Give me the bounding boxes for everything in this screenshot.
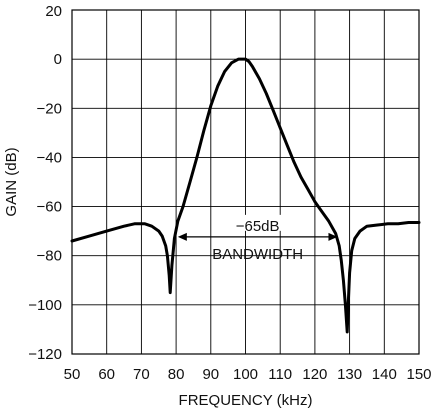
x-tick-labels: 50 60 70 80 90 100 110 120 130 140 150 (64, 366, 432, 383)
x-tick-label: 70 (133, 366, 150, 383)
x-axis-title: FREQUENCY (kHz) (179, 392, 313, 409)
y-tick-label: 0 (54, 51, 62, 68)
arrow-right-icon (328, 232, 338, 241)
arrow-left-icon (177, 232, 187, 241)
y-tick-label: −120 (28, 346, 62, 363)
y-tick-label: −80 (37, 248, 62, 265)
x-tick-label: 110 (268, 366, 292, 383)
y-axis-title: GAIN (dB) (3, 147, 20, 216)
x-tick-label: 150 (406, 366, 431, 383)
x-tick-label: 60 (98, 366, 115, 383)
gain-curve (70, 57, 421, 334)
y-tick-label: −60 (37, 199, 62, 216)
y-tick-label: 20 (45, 3, 62, 20)
x-tick-label: 100 (233, 366, 258, 383)
y-tick-label: −100 (28, 297, 62, 314)
y-tick-label: −40 (37, 149, 62, 166)
x-tick-label: 50 (64, 366, 81, 383)
bandwidth-annotation: −65dB BANDWIDTH (177, 214, 338, 263)
x-tick-label: 140 (372, 366, 397, 383)
grid (71, 9, 420, 355)
y-tick-label: −20 (37, 100, 62, 117)
y-tick-labels: 20 0 −20 −40 −60 −80 −100 −120 (28, 3, 62, 363)
bandwidth-label: BANDWIDTH (212, 246, 303, 263)
annotation-label-background (213, 214, 302, 231)
level-label: −65dB (236, 218, 280, 235)
x-tick-label: 120 (302, 366, 327, 383)
plot-frame (71, 9, 420, 355)
x-tick-label: 90 (202, 366, 219, 383)
x-tick-label: 80 (168, 366, 185, 383)
x-tick-label: 130 (337, 366, 362, 383)
